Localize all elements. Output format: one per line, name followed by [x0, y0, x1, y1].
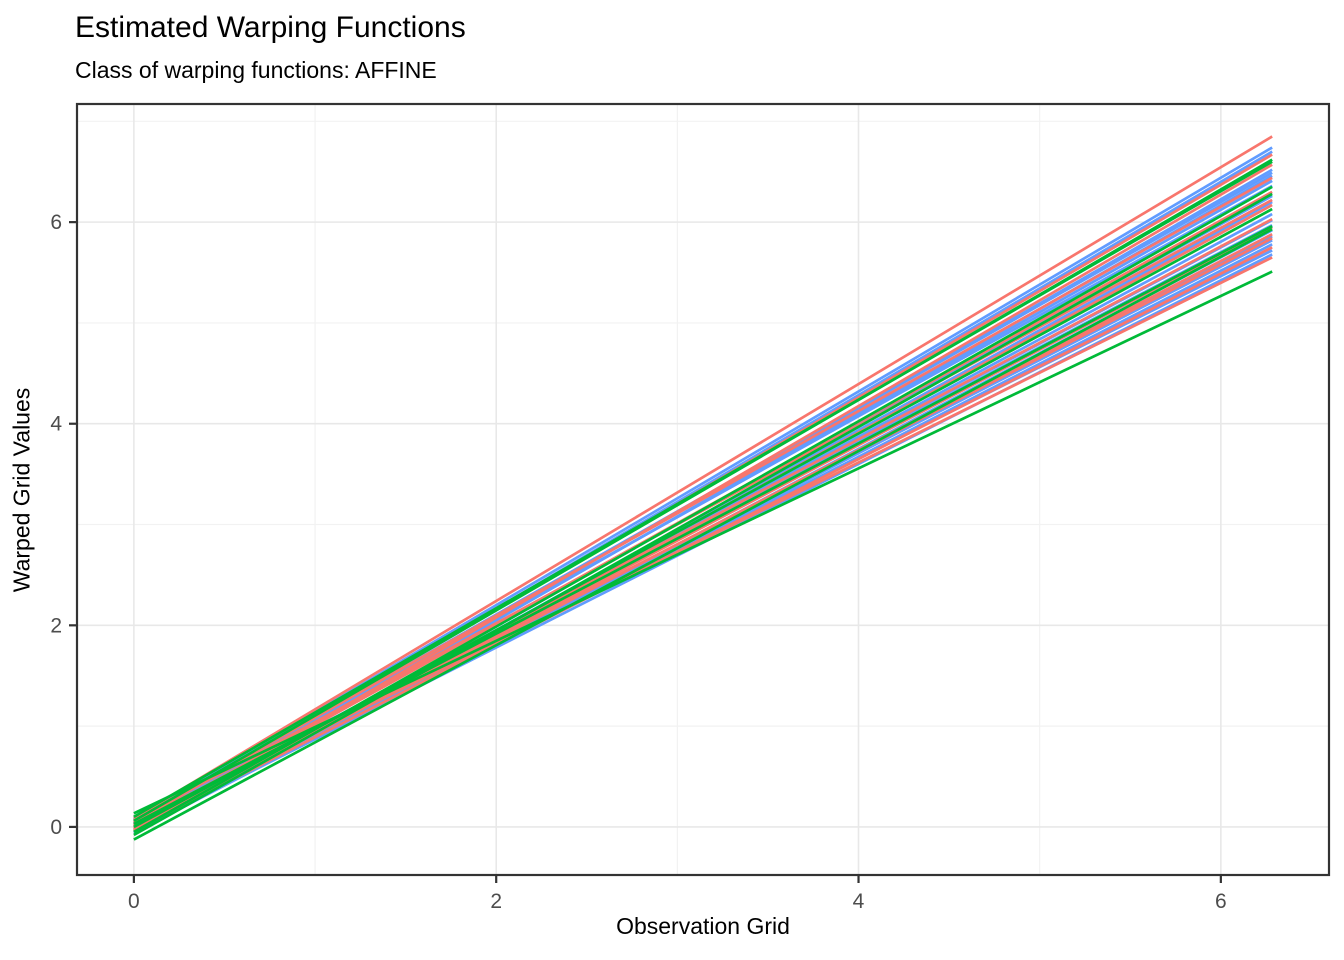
- plot-subtitle: Class of warping functions: AFFINE: [75, 57, 437, 83]
- panel-border: [75, 102, 1331, 877]
- y-tick-label-4: 4: [50, 413, 62, 436]
- warping-function-line-red-18: [133, 135, 1273, 820]
- plot-title: Estimated Warping Functions: [75, 11, 466, 44]
- warping-function-line-green-34: [133, 192, 1273, 837]
- warping-function-line-green-37: [133, 185, 1273, 834]
- x-tick-label-4: 4: [853, 890, 865, 913]
- y-tick-label-0: 0: [50, 816, 62, 839]
- y-tick-label-2: 2: [50, 614, 62, 637]
- x-tick-label-2: 2: [490, 890, 502, 913]
- y-axis-title: Warped Grid Values: [8, 387, 35, 593]
- warping-function-line-red-30: [133, 176, 1273, 822]
- warping-function-line-green-38: [133, 158, 1273, 823]
- warping-function-line-green-32: [133, 228, 1273, 841]
- warping-function-line-red-27: [133, 237, 1273, 826]
- x-axis-title: Observation Grid: [616, 913, 790, 939]
- x-tick-label-0: 0: [128, 890, 140, 913]
- x-tick-label-6: 6: [1215, 890, 1227, 913]
- y-tick-label-6: 6: [50, 211, 62, 234]
